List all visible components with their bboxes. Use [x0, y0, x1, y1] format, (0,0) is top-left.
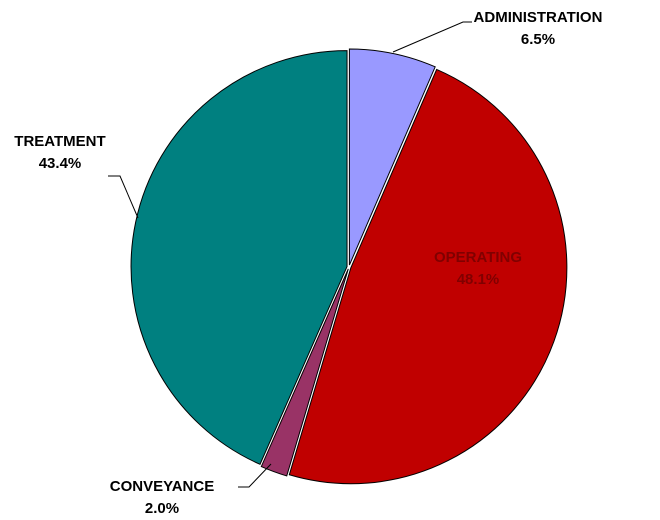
value-label: 2.0% [145, 500, 179, 517]
leader-line [108, 175, 139, 219]
pie-slice [348, 48, 436, 266]
pie-slice [288, 68, 568, 485]
value-label: 43.4% [39, 155, 82, 172]
value-label: 48.1% [457, 271, 500, 288]
pie-slice [130, 50, 348, 465]
leader-line [392, 21, 472, 53]
labels: ADMINISTRATION 6.5% OPERATING 48.1% CONVEYAN… [14, 9, 602, 517]
pie-slice [260, 268, 349, 477]
leader-line [238, 463, 272, 488]
slice-label: TREATMENT [14, 133, 105, 150]
slice-label: OPERATING [434, 249, 522, 266]
value-label: 6.5% [521, 31, 555, 48]
slice-label: CONVEYANCE [110, 478, 214, 495]
slice-label: ADMINISTRATION [474, 9, 603, 26]
pie [130, 48, 568, 485]
